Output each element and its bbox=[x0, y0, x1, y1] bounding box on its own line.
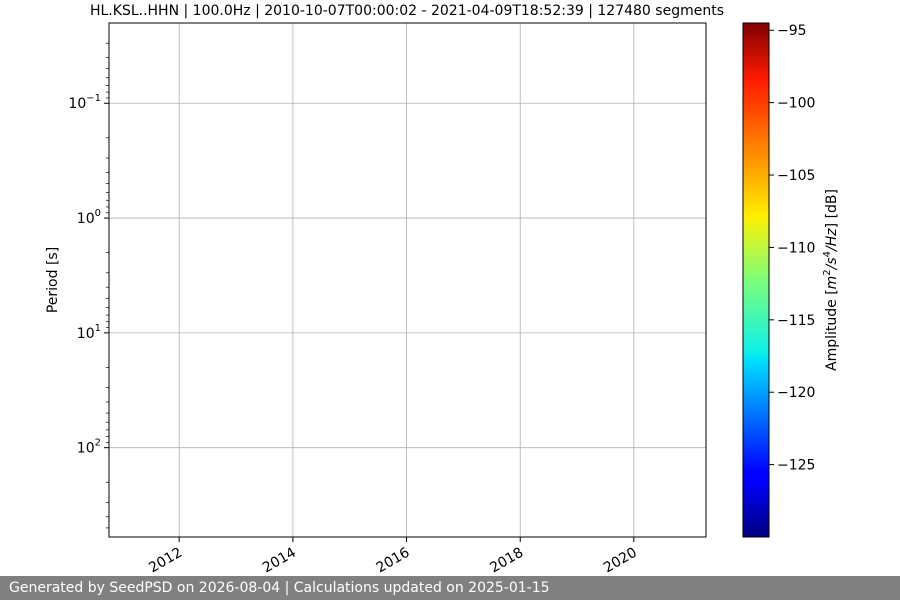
x-tick-label: 2018 bbox=[487, 545, 526, 576]
colorbar-tick-label: −105 bbox=[777, 168, 815, 184]
footer-text: Generated by SeedPSD on 2026-08-04 | Cal… bbox=[9, 580, 550, 596]
colorbar-tick-label: −125 bbox=[777, 458, 815, 474]
plot-frame bbox=[108, 22, 707, 538]
colorbar-tick-label: −115 bbox=[777, 313, 815, 329]
x-axis: 2012 2014 2016 2018 2020 bbox=[146, 537, 640, 576]
x-tick-label: 2016 bbox=[374, 545, 413, 576]
colorbar-axis: −95 −100 −105 −110 −115 −120 −125 bbox=[769, 23, 815, 474]
grid-lines bbox=[109, 23, 706, 537]
colorbar-tick-label: −95 bbox=[777, 23, 807, 39]
x-tick-label: 2012 bbox=[146, 545, 185, 576]
footer-bar: Generated by SeedPSD on 2026-08-04 | Cal… bbox=[0, 576, 900, 600]
psd-chart: HL.KSL..HHN | 100.0Hz | 2010-10-07T00:00… bbox=[45, 3, 840, 576]
y-tick-label: 100 bbox=[77, 208, 101, 227]
y-axis-label: Period [s] bbox=[45, 247, 61, 313]
x-tick-label: 2020 bbox=[601, 545, 640, 576]
y-tick-label: 101 bbox=[77, 323, 101, 342]
colorbar-tick-label: −110 bbox=[777, 240, 815, 256]
colorbar bbox=[742, 22, 770, 538]
colorbar-label: Amplitude [m2/s4/Hz] [dB] bbox=[822, 189, 840, 371]
y-axis: 10−1 100 101 102 bbox=[68, 42, 109, 529]
x-tick-label: 2014 bbox=[260, 545, 299, 576]
colorbar-tick-label: −100 bbox=[777, 96, 815, 112]
y-tick-label: 102 bbox=[77, 438, 101, 457]
chart-title: HL.KSL..HHN | 100.0Hz | 2010-10-07T00:00… bbox=[90, 3, 724, 19]
y-tick-label: 10−1 bbox=[68, 93, 101, 112]
colorbar-tick-label: −120 bbox=[777, 385, 815, 401]
